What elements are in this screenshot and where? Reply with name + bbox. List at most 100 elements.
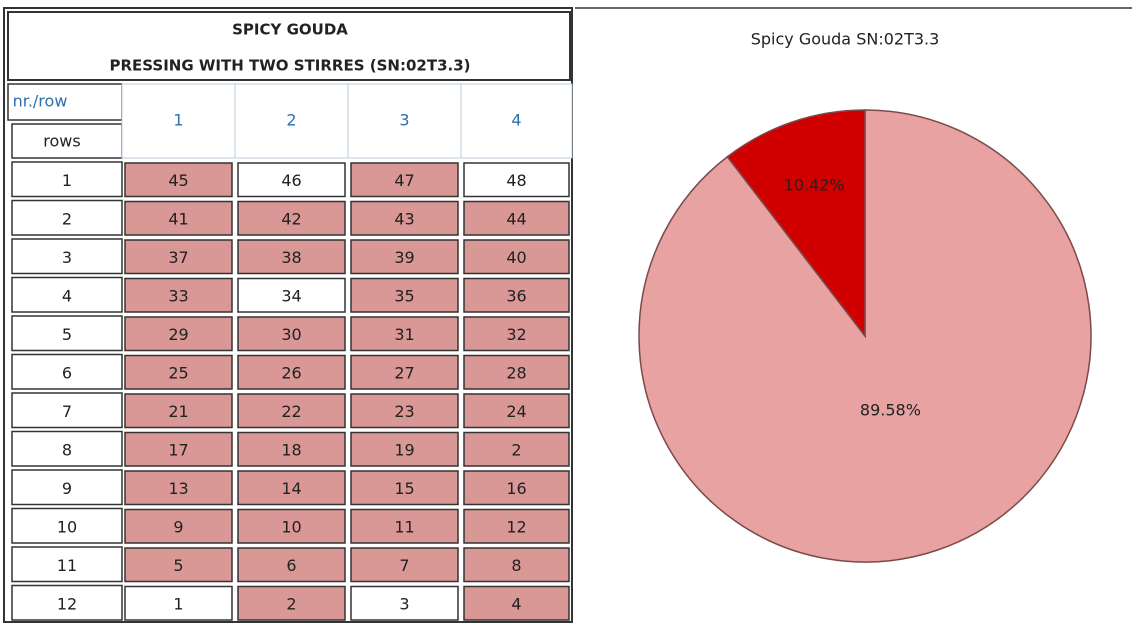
cell [463, 470, 570, 506]
cell [350, 393, 459, 429]
column-header: 1 [173, 111, 183, 130]
row-label: 12 [57, 594, 77, 613]
cell [350, 316, 459, 352]
row-label: 3 [62, 248, 72, 267]
cell [237, 547, 346, 583]
row-label-cell [11, 507, 123, 544]
row-label-cell [11, 469, 123, 506]
cell [350, 508, 459, 544]
cell-value: 2 [286, 594, 296, 613]
row-label: 5 [62, 325, 72, 344]
row-label-cell [11, 430, 123, 467]
cell [124, 239, 233, 275]
cell [237, 508, 346, 544]
cell-value: 45 [168, 171, 188, 190]
cell-value: 41 [168, 209, 188, 228]
corner-label: nr./row [13, 92, 68, 111]
cell-value: 17 [168, 440, 188, 459]
cell [463, 162, 570, 198]
cell-value: 27 [394, 363, 414, 382]
cell [124, 354, 233, 390]
cell [124, 200, 233, 236]
cell [350, 200, 459, 236]
cell-value: 39 [394, 248, 414, 267]
chart-title: Spicy Gouda SN:02T3.3 [751, 30, 940, 49]
cell-value: 10 [281, 517, 301, 536]
cell-value: 13 [168, 479, 188, 498]
cell [124, 277, 233, 313]
cell-value: 47 [394, 171, 414, 190]
cell [124, 470, 233, 506]
cell [237, 354, 346, 390]
cell [350, 431, 459, 467]
corner-label: rows [43, 132, 80, 151]
corner-cell [7, 83, 123, 121]
cell [237, 393, 346, 429]
cell [463, 354, 570, 390]
cell-value: 31 [394, 325, 414, 344]
cell-value: 12 [506, 517, 526, 536]
cell [350, 547, 459, 583]
cell-value: 37 [168, 248, 188, 267]
cell-value: 19 [394, 440, 414, 459]
cell-value: 36 [506, 286, 526, 305]
cell [237, 470, 346, 506]
row-label-cell [11, 392, 123, 429]
cell [350, 277, 459, 313]
cell-value: 34 [281, 286, 301, 305]
cell-value: 28 [506, 363, 526, 382]
cell [237, 316, 346, 352]
cell-value: 35 [394, 286, 414, 305]
cell [237, 277, 346, 313]
row-label-cell [11, 546, 123, 583]
cell [350, 162, 459, 198]
cell [124, 585, 233, 621]
cell [237, 239, 346, 275]
header-cell [460, 83, 573, 159]
cell-value: 48 [506, 171, 526, 190]
cell [237, 162, 346, 198]
table-title: SPICY GOUDA [232, 21, 348, 39]
row-label: 11 [57, 556, 77, 575]
row-label: 9 [62, 479, 72, 498]
row-label-cell [11, 161, 123, 198]
title-box [7, 11, 571, 81]
cell [124, 162, 233, 198]
cell-value: 7 [399, 556, 409, 575]
cell [237, 431, 346, 467]
header-cell [347, 83, 462, 159]
header-cell [234, 83, 349, 159]
cell [463, 585, 570, 621]
cell [463, 200, 570, 236]
cell [463, 431, 570, 467]
cell-value: 46 [281, 171, 301, 190]
cell [124, 431, 233, 467]
row-label: 7 [62, 402, 72, 421]
row-label: 6 [62, 363, 72, 382]
row-label-cell [11, 353, 123, 390]
row-label-cell [11, 276, 123, 313]
cell-value: 9 [173, 517, 183, 536]
row-label-cell [11, 315, 123, 352]
cell-value: 2 [511, 440, 521, 459]
table-subtitle: PRESSING WITH TWO STIRRES (SN:02T3.3) [109, 57, 470, 75]
row-label-cell [11, 584, 123, 621]
cell-value: 32 [506, 325, 526, 344]
cell-value: 24 [506, 402, 526, 421]
cell [124, 508, 233, 544]
cell [463, 316, 570, 352]
cell-value: 38 [281, 248, 301, 267]
row-label: 8 [62, 440, 72, 459]
cell [463, 393, 570, 429]
header-cell [121, 83, 236, 159]
row-label: 4 [62, 286, 72, 305]
cell [237, 200, 346, 236]
cell-value: 21 [168, 402, 188, 421]
cell-value: 15 [394, 479, 414, 498]
cell [350, 354, 459, 390]
cell-value: 30 [281, 325, 301, 344]
cell-value: 23 [394, 402, 414, 421]
cell [124, 547, 233, 583]
cell [350, 239, 459, 275]
cell-value: 29 [168, 325, 188, 344]
